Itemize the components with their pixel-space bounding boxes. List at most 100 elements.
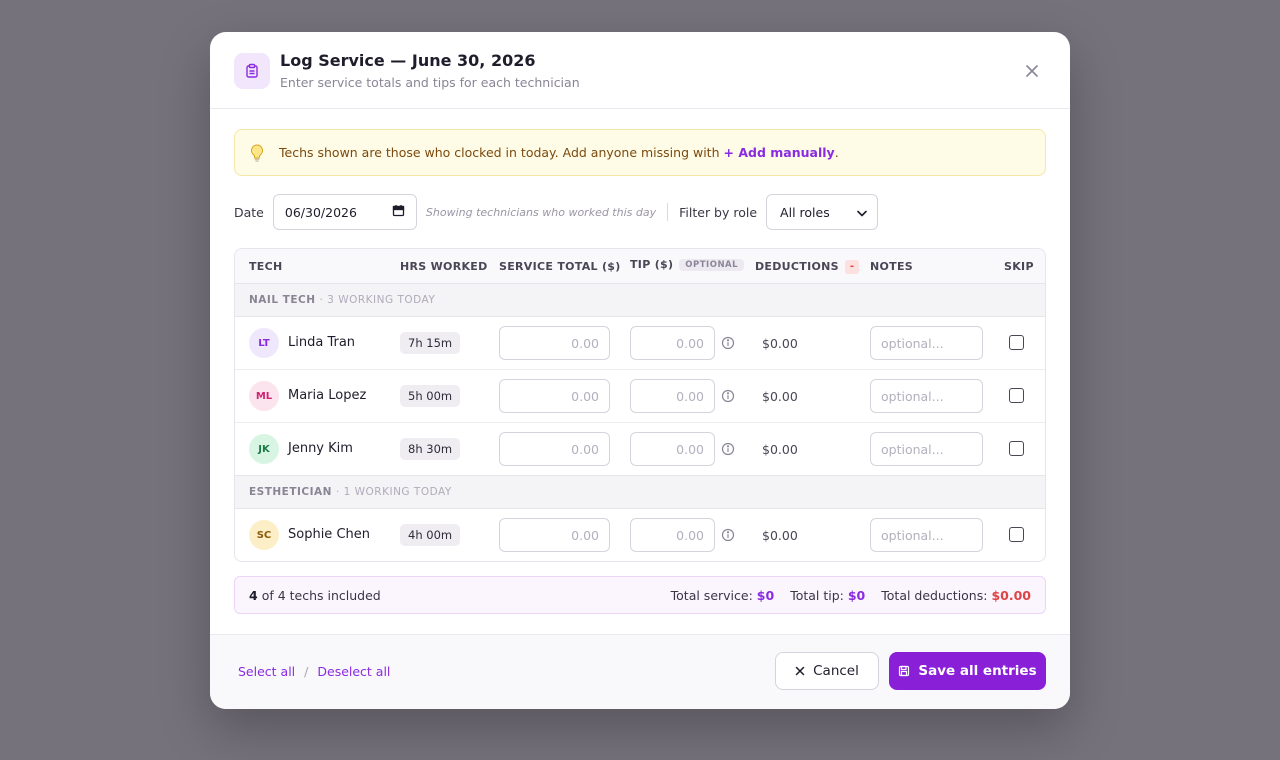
hours-badge: 4h 00m: [400, 524, 461, 546]
save-all-button[interactable]: Save all entries: [889, 652, 1046, 690]
service-total-input[interactable]: 0.00: [499, 379, 610, 413]
tip-input[interactable]: 0.00: [630, 432, 715, 466]
tip-input[interactable]: 0.00: [630, 379, 715, 413]
service-total-input[interactable]: 0.00: [499, 518, 610, 552]
lightbulb-icon: [249, 143, 269, 163]
col-tip-label: TIP ($): [630, 258, 674, 271]
selection-links: Select all / Deselect all: [238, 664, 390, 679]
group-header-esthetician: ESTHETICIAN · 1 WORKING TODAY: [235, 476, 1045, 509]
total-deductions-value: $0.00: [991, 587, 1031, 603]
banner-suffix: .: [834, 145, 839, 160]
hours-badge: 8h 30m: [400, 438, 461, 460]
deductions-value: $0.00: [762, 442, 798, 457]
col-tech: TECH: [249, 260, 283, 273]
total-tip-label: Total tip:: [790, 587, 844, 603]
filter-divider: [667, 203, 669, 221]
info-icon[interactable]: [721, 528, 735, 542]
tip-input[interactable]: 0.00: [630, 518, 715, 552]
calendar-icon[interactable]: [392, 204, 405, 220]
modal-subtitle: Enter service totals and tips for each t…: [280, 75, 580, 90]
col-notes: NOTES: [870, 260, 913, 273]
save-icon: [899, 665, 910, 677]
log-service-modal: Log Service — June 30, 2026 Enter servic…: [210, 32, 1070, 709]
skip-checkbox[interactable]: [1009, 441, 1024, 456]
deselect-all-link[interactable]: Deselect all: [317, 664, 391, 679]
cancel-button[interactable]: Cancel: [775, 652, 879, 690]
banner-text: Techs shown are those who clocked in tod…: [279, 145, 720, 160]
link-separator: /: [304, 664, 309, 679]
total-service-label: Total service:: [670, 587, 753, 603]
avatar: LT: [249, 328, 279, 358]
deductions-value: $0.00: [762, 389, 798, 404]
total-service-value: $0: [756, 587, 775, 603]
hours-badge: 5h 00m: [400, 385, 461, 407]
tech-table: TECH HRS WORKED SERVICE TOTAL ($) TIP ($…: [234, 248, 1046, 562]
select-all-link[interactable]: Select all: [238, 664, 296, 679]
optional-badge: OPTIONAL: [679, 259, 745, 271]
date-hint: Showing technicians who worked this day: [425, 205, 657, 219]
tech-name: Maria Lopez: [288, 388, 367, 403]
group-header-nail-tech: NAIL TECH · 3 WORKING TODAY: [235, 284, 1045, 317]
group-name: ESTHETICIAN: [249, 486, 332, 498]
clipboard-icon: [234, 53, 270, 89]
close-icon[interactable]: [1022, 61, 1042, 81]
col-skip: SKIP: [1004, 260, 1034, 273]
modal-header: Log Service — June 30, 2026 Enter servic…: [210, 32, 1070, 109]
group-name: NAIL TECH: [249, 294, 316, 306]
skip-checkbox[interactable]: [1009, 527, 1024, 542]
deductions-value: $0.00: [762, 528, 798, 543]
modal-title: Log Service — June 30, 2026: [280, 51, 536, 70]
included-count: 4: [249, 587, 258, 603]
table-row: SC Sophie Chen 4h 00m 0.00 0.00 $0.00 op…: [235, 509, 1045, 561]
deductions-badge: -: [844, 260, 860, 274]
info-banner: Techs shown are those who clocked in tod…: [234, 129, 1046, 176]
role-filter-label: Filter by role: [679, 204, 758, 220]
notes-input[interactable]: optional...: [870, 379, 983, 413]
notes-input[interactable]: optional...: [870, 518, 983, 552]
tech-name: Jenny Kim: [288, 441, 353, 456]
info-icon[interactable]: [721, 336, 735, 350]
total-service: Total service: $0: [671, 588, 775, 603]
save-label: Save all entries: [918, 663, 1037, 679]
total-deductions: Total deductions: $0.00: [881, 588, 1031, 603]
group-count: · 3 WORKING TODAY: [319, 294, 436, 306]
tech-name: Sophie Chen: [288, 527, 370, 542]
totals: Total service: $0 Total tip: $0 Total de…: [671, 588, 1031, 603]
notes-input[interactable]: optional...: [870, 432, 983, 466]
tech-name: Linda Tran: [288, 335, 356, 350]
total-tip: Total tip: $0: [790, 588, 865, 603]
service-total-input[interactable]: 0.00: [499, 326, 610, 360]
role-select-value: All roles: [780, 204, 830, 220]
group-count: · 1 WORKING TODAY: [335, 486, 452, 498]
col-hrs-worked: HRS WORKED: [400, 260, 488, 273]
included-text: of 4 techs included: [261, 587, 381, 603]
date-field[interactable]: 06/30/2026: [272, 194, 417, 230]
col-deductions-label: DEDUCTIONS: [755, 260, 839, 273]
cancel-label: Cancel: [813, 663, 859, 679]
add-manually-link[interactable]: + Add manually: [723, 145, 835, 160]
skip-checkbox[interactable]: [1009, 388, 1024, 403]
total-tip-value: $0: [847, 587, 866, 603]
tip-input[interactable]: 0.00: [630, 326, 715, 360]
col-tip: TIP ($) OPTIONAL: [630, 258, 745, 271]
hours-badge: 7h 15m: [400, 332, 461, 354]
close-icon: [795, 666, 805, 676]
chevron-down-icon: [857, 205, 867, 220]
table-row: JK Jenny Kim 8h 30m 0.00 0.00 $0.00 opti…: [235, 423, 1045, 476]
service-total-input[interactable]: 0.00: [499, 432, 610, 466]
total-deductions-label: Total deductions:: [881, 587, 988, 603]
table-row: LT Linda Tran 7h 15m 0.00 0.00 $0.00 opt…: [235, 317, 1045, 370]
modal-footer: Select all / Deselect all Cancel Save all …: [210, 634, 1070, 709]
info-icon[interactable]: [721, 442, 735, 456]
notes-input[interactable]: optional...: [870, 326, 983, 360]
filter-row: Date 06/30/2026 Showing technicians who …: [234, 194, 1046, 230]
table-header: TECH HRS WORKED SERVICE TOTAL ($) TIP ($…: [235, 249, 1045, 284]
role-select[interactable]: All roles: [766, 194, 879, 230]
col-deductions: DEDUCTIONS -: [755, 260, 860, 274]
avatar: SC: [249, 520, 279, 550]
info-icon[interactable]: [721, 389, 735, 403]
date-label: Date: [234, 204, 264, 220]
skip-checkbox[interactable]: [1009, 335, 1024, 350]
col-service-total: SERVICE TOTAL ($): [499, 260, 621, 273]
avatar: JK: [249, 434, 279, 464]
